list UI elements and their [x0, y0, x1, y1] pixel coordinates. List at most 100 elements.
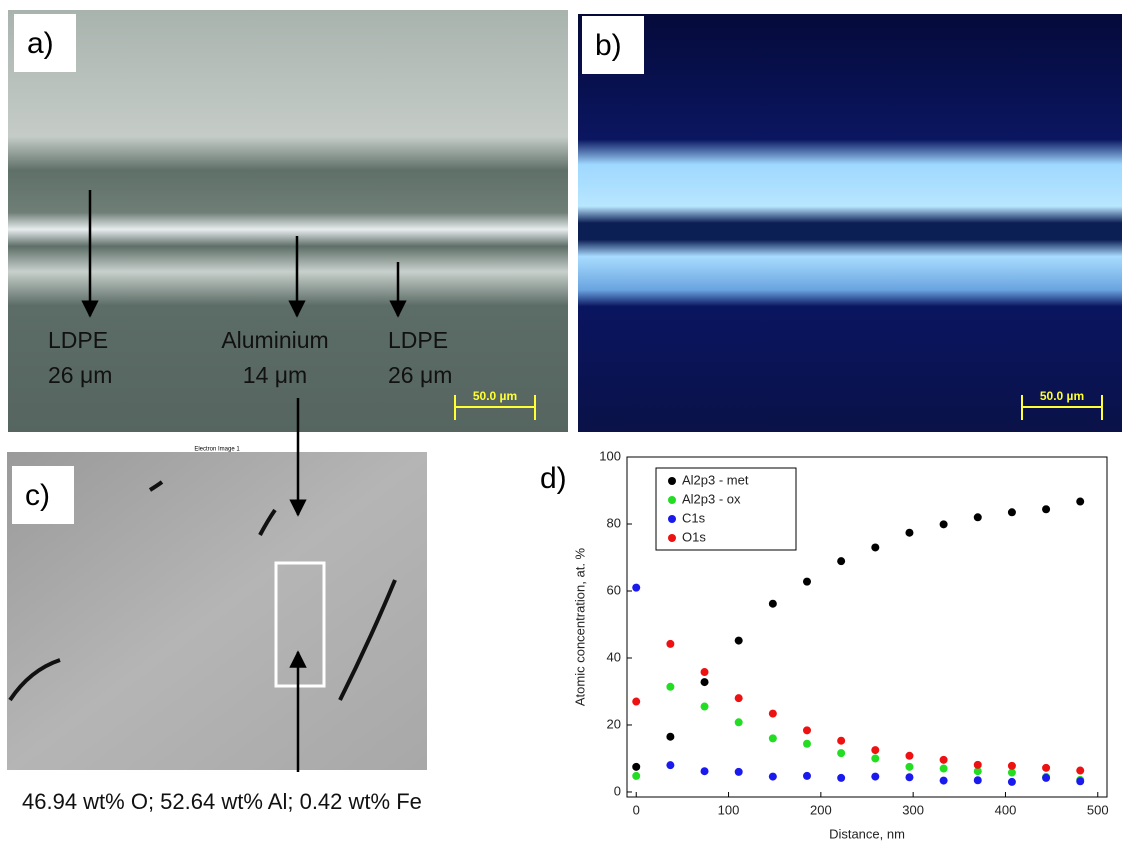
panel-label: d)	[540, 462, 567, 495]
point	[905, 773, 914, 782]
layer-name: LDPE	[48, 327, 108, 353]
layer-thickness: 14 μm	[243, 362, 307, 388]
point	[973, 776, 982, 785]
point	[632, 697, 641, 706]
point	[768, 709, 777, 718]
point	[871, 543, 880, 552]
y-tick-label: 80	[607, 515, 621, 530]
legend-box	[655, 467, 797, 551]
point	[768, 599, 777, 608]
legend-marker	[668, 515, 676, 523]
point	[837, 773, 846, 782]
point	[666, 732, 675, 741]
point	[1007, 508, 1016, 517]
point	[939, 520, 948, 529]
layer-thickness: 26 μm	[48, 362, 112, 388]
point	[1042, 763, 1051, 772]
label-box	[14, 14, 76, 72]
legend-label: Al2p3 - ox	[682, 491, 741, 506]
legend-label: C1s	[682, 510, 706, 525]
point	[803, 726, 811, 735]
point	[837, 557, 846, 566]
point	[939, 755, 948, 764]
point	[973, 513, 982, 522]
layer-thickness: 26 μm	[388, 362, 452, 388]
point	[734, 636, 743, 645]
point	[1076, 766, 1085, 775]
point	[803, 577, 811, 586]
y-tick-label: 0	[614, 783, 621, 798]
point	[700, 767, 709, 776]
point	[837, 736, 846, 745]
point	[973, 767, 982, 776]
point	[1076, 497, 1085, 506]
panel-label: b)	[595, 29, 622, 62]
point	[1007, 777, 1016, 786]
chart: 0 20 40 60 80 100 0 100 200 300 400 500 Distance, nm…	[572, 448, 1108, 841]
crack	[8, 480, 397, 702]
point	[734, 718, 743, 727]
point	[666, 639, 675, 648]
legend-marker	[668, 534, 676, 542]
scale-bar-label: 50.0 µm	[1040, 389, 1084, 403]
point	[1007, 768, 1016, 777]
point	[632, 762, 641, 771]
point	[905, 528, 914, 537]
x-tick-label: 0	[633, 802, 640, 817]
point	[768, 734, 777, 743]
point	[871, 746, 880, 755]
point	[1042, 773, 1051, 782]
point	[768, 772, 777, 781]
scale-bar	[454, 395, 536, 420]
point	[632, 771, 641, 780]
point	[871, 754, 880, 763]
scale-bar-label: 50.0 µm	[473, 389, 517, 403]
point	[700, 668, 709, 677]
optical-image	[8, 10, 568, 432]
legend-marker	[668, 496, 676, 504]
point	[1076, 777, 1085, 786]
x-tick-label: 400	[995, 802, 1017, 817]
composition: 46.94 wt% O; 52.64 wt% Al; 0.42 wt% Fe	[22, 789, 422, 814]
legend-label: Al2p3 - met	[682, 472, 749, 487]
point	[1042, 505, 1051, 514]
point	[700, 702, 709, 711]
x-tick-label: 100	[718, 802, 740, 817]
legend-label: O1s	[682, 529, 706, 544]
scale-bar	[1021, 395, 1103, 420]
point	[905, 762, 914, 771]
label-box	[12, 466, 74, 524]
y-tick-label: 100	[599, 448, 621, 463]
point	[803, 739, 811, 748]
point	[871, 772, 880, 781]
analysis-region	[274, 561, 326, 688]
point	[700, 678, 709, 687]
x-tick-label: 300	[902, 802, 924, 817]
y-tick-label: 40	[607, 649, 621, 664]
layer-name: Aluminium	[221, 327, 328, 353]
point	[939, 776, 948, 785]
point	[905, 751, 914, 760]
point	[666, 682, 675, 691]
point	[734, 767, 743, 776]
label-box	[582, 16, 644, 74]
fluorescence-image	[578, 14, 1122, 432]
plot-frame	[626, 456, 1108, 798]
panel-label: a)	[27, 27, 54, 60]
image-title: Electron Image 1	[194, 447, 240, 453]
panel-label: c)	[25, 479, 50, 512]
legend-marker	[668, 477, 676, 485]
y-tick-label: 20	[607, 716, 621, 731]
x-axis-label: Distance, nm	[829, 826, 905, 841]
point	[734, 694, 743, 703]
point	[939, 764, 948, 773]
point	[666, 761, 675, 770]
point	[837, 749, 846, 758]
y-tick-label: 60	[607, 582, 621, 597]
point	[973, 760, 982, 769]
point	[803, 771, 811, 780]
sem-image	[7, 452, 427, 770]
point	[1007, 761, 1016, 770]
y-axis-label: Atomic concentration, at. %	[572, 547, 587, 706]
